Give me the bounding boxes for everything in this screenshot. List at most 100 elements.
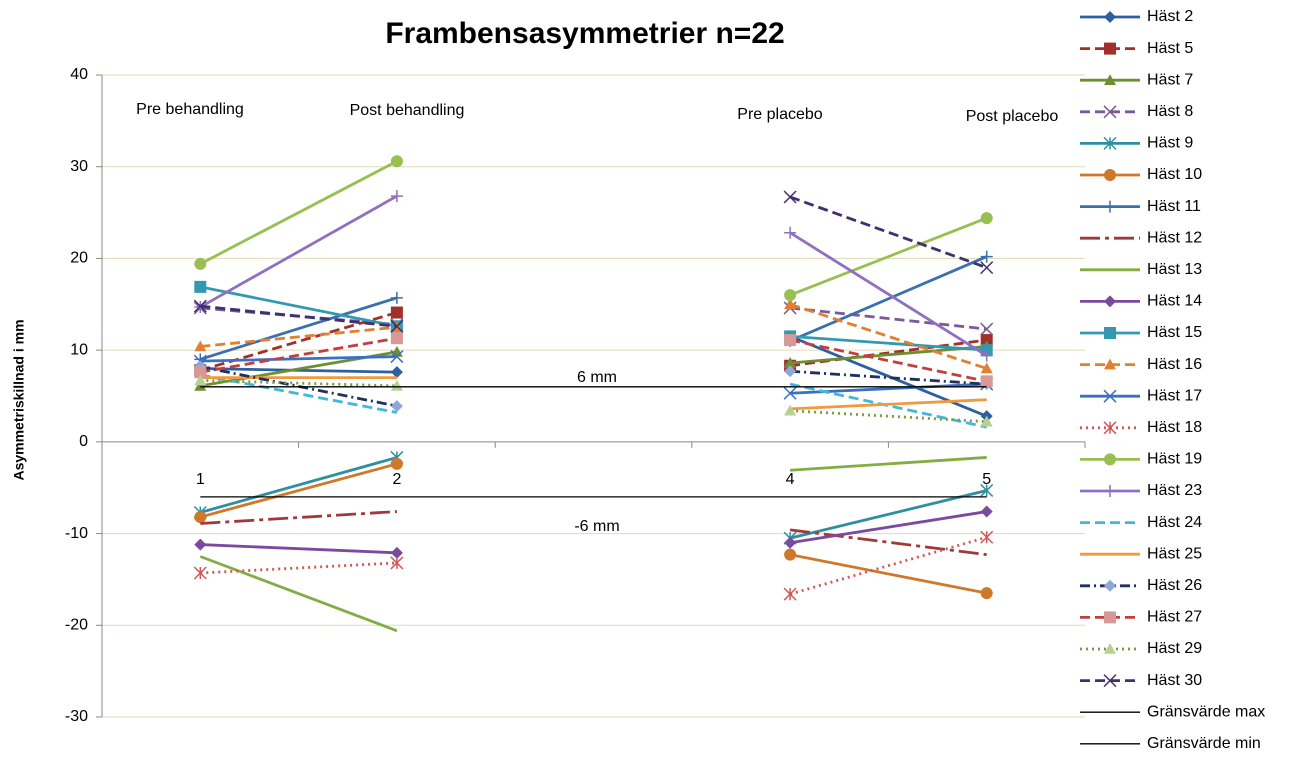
marker: [390, 291, 403, 304]
marker: [980, 415, 993, 427]
marker: [783, 587, 797, 601]
marker: [390, 155, 403, 168]
marker: [980, 261, 994, 275]
legend-item: Häst 14: [1080, 293, 1202, 310]
marker: [194, 280, 207, 293]
marker: [980, 334, 993, 347]
marker: [194, 374, 207, 386]
legend-label: Häst 27: [1147, 609, 1202, 626]
legend-label: Häst 15: [1147, 324, 1202, 341]
marker: [194, 538, 207, 551]
series-line: [200, 195, 988, 328]
marker: [194, 511, 207, 524]
marker: [193, 299, 207, 313]
marker: [1104, 200, 1116, 213]
marker: [1103, 105, 1117, 119]
marker: [194, 366, 207, 379]
legend-item: Häst 2: [1080, 8, 1193, 25]
legend-item: Häst 11: [1080, 198, 1201, 215]
annotation: Pre placebo: [737, 106, 822, 123]
legend-label: Häst 23: [1147, 482, 1202, 499]
series-line: [200, 510, 987, 557]
legend-item: Häst 19: [1080, 451, 1202, 468]
legend-item: Gränsvärde max: [1080, 703, 1265, 720]
x-tick-label: 5: [982, 471, 991, 488]
legend-label: Häst 12: [1147, 229, 1202, 246]
marker: [194, 340, 207, 352]
legend-item: Häst 25: [1080, 545, 1202, 562]
marker: [980, 375, 993, 388]
marker: [784, 365, 797, 378]
marker: [390, 350, 404, 364]
marker: [784, 289, 797, 302]
marker: [980, 362, 993, 374]
legend-label: Häst 25: [1147, 545, 1202, 562]
marker: [784, 226, 797, 239]
legend-label: Häst 19: [1147, 451, 1202, 468]
marker: [1103, 674, 1117, 688]
legend-item: Häst 8: [1080, 103, 1193, 120]
y-tick-label: 40: [70, 66, 88, 83]
legend-label: Häst 10: [1147, 166, 1202, 183]
legend-item: Häst 30: [1080, 672, 1202, 689]
series-line: [200, 379, 987, 424]
legend-item: Häst 7: [1080, 71, 1193, 88]
y-tick-label: -20: [65, 617, 88, 634]
series-line: [200, 373, 987, 429]
marker: [1104, 358, 1116, 370]
annotation: Post placebo: [966, 108, 1059, 125]
series-line: [200, 376, 987, 411]
series-line: [199, 462, 987, 595]
marker: [1104, 295, 1116, 308]
marker: [1104, 169, 1116, 181]
marker: [980, 505, 993, 518]
marker: [390, 319, 404, 333]
marker: [390, 190, 403, 203]
legend-label: Häst 9: [1147, 135, 1193, 152]
marker: [980, 212, 993, 225]
legend-label: Häst 29: [1147, 640, 1202, 657]
y-tick-label: 30: [70, 158, 88, 175]
marker: [193, 566, 207, 580]
legend-item: Gränsvärde min: [1080, 735, 1261, 752]
marker: [390, 556, 404, 570]
series-line: [199, 194, 988, 357]
marker: [194, 257, 207, 270]
legend-item: Häst 29: [1080, 640, 1202, 657]
legend-item: Häst 12: [1080, 229, 1202, 246]
legend-item: Häst 18: [1080, 419, 1202, 436]
annotation: 6 mm: [577, 369, 617, 386]
legend-item: Häst 26: [1080, 577, 1202, 594]
y-tick-label: 10: [70, 341, 88, 358]
series-line: [200, 535, 988, 596]
x-tick-label: 2: [392, 471, 401, 488]
series-line: [199, 456, 987, 633]
legend-label: Häst 16: [1147, 356, 1202, 373]
marker: [784, 536, 797, 549]
series-line: [199, 159, 988, 297]
legend-item: Häst 24: [1080, 514, 1202, 531]
marker: [390, 457, 403, 470]
marker: [390, 366, 403, 379]
y-axis-label: Asymmetriskillnad i mm: [11, 319, 27, 480]
marker: [783, 190, 797, 204]
legend-label: Häst 5: [1147, 40, 1193, 57]
marker: [1103, 421, 1117, 435]
legend-label: Häst 24: [1147, 514, 1202, 531]
marker: [1104, 327, 1116, 339]
annotation: -6 mm: [574, 518, 619, 535]
marker: [1103, 136, 1117, 150]
marker: [784, 334, 797, 347]
y-tick-label: -10: [65, 525, 88, 542]
marker: [1104, 579, 1116, 592]
series-line: [200, 510, 987, 555]
legend-label: Häst 11: [1147, 198, 1201, 215]
marker: [390, 546, 403, 559]
legend-item: Häst 9: [1080, 135, 1193, 152]
marker: [1104, 42, 1116, 55]
legend-item: Häst 16: [1080, 356, 1202, 373]
marker: [784, 298, 797, 310]
marker: [1104, 611, 1116, 624]
series-line: [199, 255, 988, 361]
